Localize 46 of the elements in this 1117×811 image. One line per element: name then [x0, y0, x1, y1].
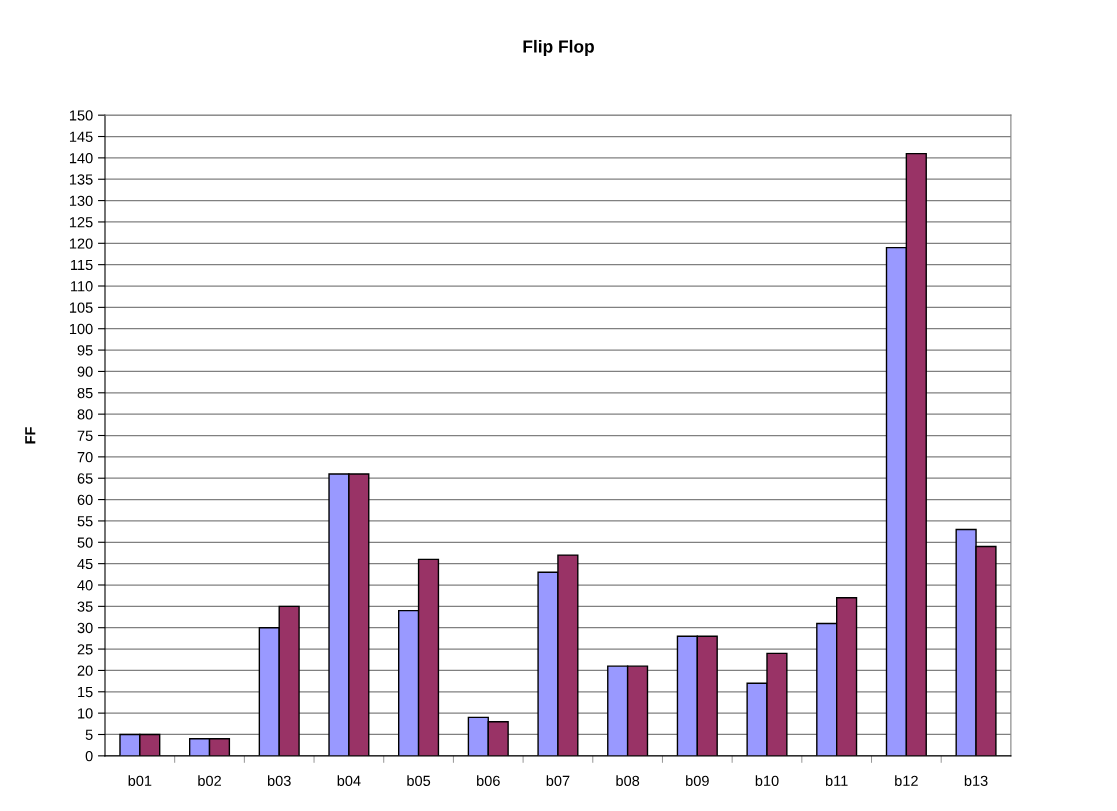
y-tick-label: 130: [69, 195, 93, 207]
x-tick-label: b13: [964, 775, 988, 787]
y-tick-label: 55: [77, 516, 93, 527]
y-tick-label: 5: [85, 729, 93, 740]
y-tick-label: 145: [69, 131, 93, 142]
y-tick-label: 40: [77, 580, 93, 591]
x-tick-label: b11: [825, 775, 848, 787]
y-tick-label: 125: [69, 217, 93, 228]
y-tick-label: 15: [78, 687, 93, 698]
y-tick-label: 50: [77, 537, 93, 548]
y-tick-label: 0: [85, 750, 93, 762]
y-tick-label: 115: [71, 259, 93, 271]
y-tick-label: 75: [77, 430, 93, 441]
x-tick-label: b02: [198, 775, 221, 787]
y-tick-label: 80: [77, 409, 93, 420]
y-tick-label: 105: [69, 302, 93, 313]
y-tick-label: 135: [69, 174, 93, 185]
y-tick-label: 30: [77, 622, 93, 634]
y-tick-label: 100: [69, 323, 93, 335]
y-tick-label: 110: [71, 281, 93, 292]
y-tick-label: 65: [77, 473, 93, 484]
y-tick-label: 35: [77, 601, 93, 612]
x-tick-label: b10: [755, 775, 779, 787]
y-tick-label: 90: [77, 366, 93, 377]
y-tick-label: 60: [77, 494, 93, 505]
x-tick-label: b04: [337, 775, 361, 787]
x-tick-label: b03: [267, 775, 291, 787]
y-tick-label: 85: [77, 387, 93, 399]
y-tick-label: 140: [69, 152, 93, 164]
y-tick-label: 45: [77, 558, 93, 570]
y-tick-label: 95: [77, 345, 93, 356]
x-tick-label: b07: [546, 775, 570, 787]
x-tick-label: b08: [616, 775, 640, 787]
y-tick-label: 25: [77, 644, 93, 655]
y-tick-label: 70: [77, 451, 93, 463]
y-axis-title: FF: [25, 427, 36, 444]
y-tick-label: 20: [77, 665, 93, 676]
x-tick-label: b09: [686, 775, 709, 787]
x-tick-label: b05: [407, 775, 431, 787]
y-tick-label: 150: [69, 110, 93, 121]
x-tick-label: b12: [895, 775, 918, 787]
x-tick-label: b01: [128, 775, 152, 787]
x-tick-label: b06: [477, 775, 500, 787]
y-tick-label: 10: [78, 708, 93, 719]
y-tick-label: 120: [69, 238, 93, 249]
chart-title: Flip Flop: [523, 39, 594, 57]
